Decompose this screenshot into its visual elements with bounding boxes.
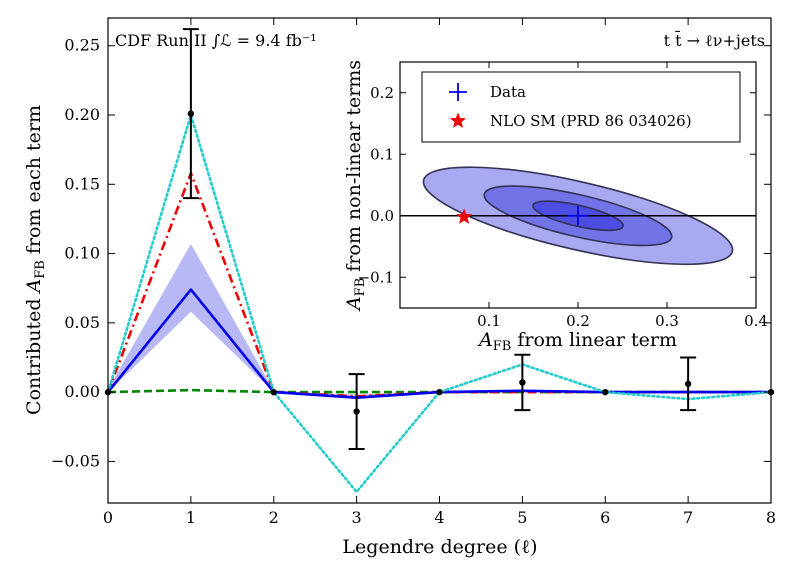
legend-label-sm: NLO SM (PRD 86 034026) <box>490 112 692 130</box>
legend-box <box>421 71 741 143</box>
data-point <box>187 110 195 117</box>
inset-markers <box>455 205 588 226</box>
annotation-left: CDF Run II ∫ℒ = 9.4 fb⁻¹ <box>115 31 317 50</box>
inset-legend: Data NLO SM (PRD 86 034026) <box>421 71 741 143</box>
x-tick-label: 6 <box>600 508 610 527</box>
sm-star-marker <box>455 208 473 225</box>
inset-y-tick-label: 0.0 <box>370 207 394 225</box>
main-y-axis-label: Contributed AFB from each term <box>23 105 48 415</box>
inset-plot: 0.1 0.2 0.3 0.4 −0.1 0.0 0.1 0.2 Data NLO SM (… <box>343 60 768 354</box>
main-ylabel-a: A <box>23 279 45 295</box>
legend-star-marker <box>449 112 467 129</box>
legend-entry-data: Data <box>449 83 526 101</box>
x-tick-label: 7 <box>683 508 693 527</box>
main-ylabel-post: from each term <box>23 105 45 260</box>
x-tick-label: 4 <box>434 508 444 527</box>
main-x-ticks: 0 1 2 3 4 5 6 7 8 <box>103 18 776 527</box>
annotation-right: t t̄ → ℓν+jets <box>664 29 765 50</box>
inset-x-tick-label: 0.2 <box>566 312 590 330</box>
inset-y-tick-label: 0.1 <box>370 145 394 163</box>
inset-ylabel-sub: FB <box>353 278 368 297</box>
x-tick-label: 0 <box>103 508 113 527</box>
main-x-axis-label: Legendre degree (ℓ) <box>342 536 537 558</box>
x-tick-label: 1 <box>186 508 196 527</box>
legend-entry-sm: NLO SM (PRD 86 034026) <box>449 112 692 130</box>
legend-star-icon <box>449 112 467 129</box>
data-point <box>602 388 609 396</box>
legend-label-data: Data <box>490 83 526 101</box>
legend-plus-marker <box>449 83 467 101</box>
inset-y-axis-label: AFB from non-linear terms <box>343 60 368 312</box>
inset-y-ticks: −0.1 0.0 0.1 0.2 <box>358 84 756 286</box>
x-tick-label: 2 <box>269 508 279 527</box>
data-point <box>436 388 443 396</box>
inset-x-tick-label: 0.1 <box>477 312 501 330</box>
data-points <box>104 110 775 415</box>
x-tick-label: 8 <box>766 508 776 527</box>
y-tick-label: 0.10 <box>64 244 100 263</box>
inset-xlabel-a: A <box>477 329 493 351</box>
inset-xlabel-post: from linear term <box>511 329 677 351</box>
main-ylabel-sub: FB <box>33 260 48 279</box>
inset-ylabel-post: from non-linear terms <box>343 60 365 278</box>
y-tick-label: 0.05 <box>64 313 100 332</box>
data-point <box>519 379 526 386</box>
main-ylabel-pre: Contributed <box>23 292 45 415</box>
inset-x-tick-label: 0.3 <box>655 312 679 330</box>
y-tick-label: 0.15 <box>64 174 100 193</box>
inset-xlabel-sub: FB <box>493 339 512 354</box>
data-point <box>353 408 360 415</box>
x-tick-label: 3 <box>352 508 362 527</box>
data-plus-marker <box>568 205 588 226</box>
x-tick-label: 5 <box>517 508 527 527</box>
inset-y-tick-label: 0.2 <box>370 84 394 102</box>
y-tick-label: −0.05 <box>51 451 100 470</box>
inset-ylabel-a: A <box>343 296 365 312</box>
data-point <box>684 380 692 388</box>
inset-x-axis-label: AFB from linear term <box>477 329 677 354</box>
inset-x-ticks: 0.1 0.2 0.3 0.4 <box>477 62 768 330</box>
y-tick-label: 0.20 <box>64 105 100 124</box>
inset-y-tick-label: −0.1 <box>358 268 394 286</box>
y-tick-label: 0.00 <box>64 382 100 401</box>
inset-x-tick-label: 0.4 <box>744 312 768 330</box>
y-tick-label: 0.25 <box>64 36 100 55</box>
main-y-ticks: −0.05 0.00 0.05 0.10 0.15 0.20 0.25 <box>51 36 771 470</box>
data-point <box>270 388 277 396</box>
legend-plus-icon <box>449 83 467 101</box>
